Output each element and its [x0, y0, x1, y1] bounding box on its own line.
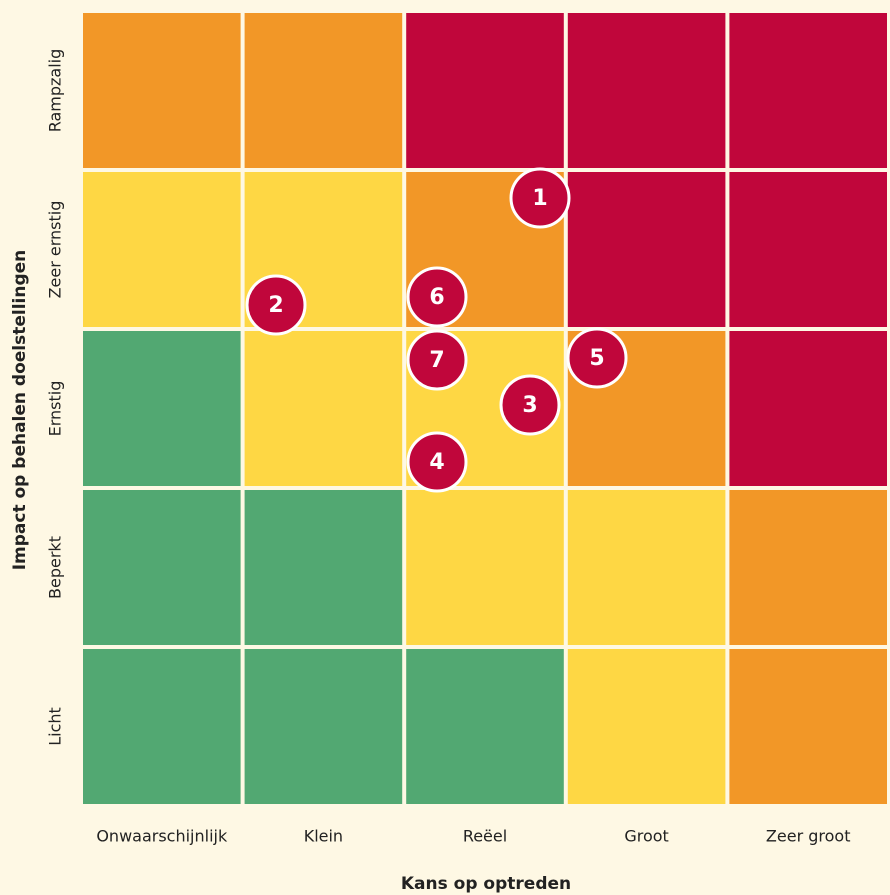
matrix-cell — [729, 13, 887, 168]
risk-marker-label: 6 — [429, 285, 444, 310]
risk-marker — [406, 431, 468, 493]
matrix-cell — [83, 490, 241, 645]
matrix-cell — [244, 13, 403, 168]
matrix-cell — [729, 172, 887, 327]
matrix-cell — [406, 490, 564, 645]
risk-marker-label: 2 — [268, 293, 283, 318]
matrix-cell — [729, 490, 887, 645]
matrix-cell — [244, 331, 403, 486]
risk-marker — [509, 167, 571, 229]
risk-marker-label: 1 — [532, 186, 547, 211]
risk-marker — [406, 329, 468, 391]
matrix-cell — [567, 649, 726, 804]
risk-marker — [245, 274, 307, 336]
risk-marker-label: 5 — [589, 346, 604, 371]
matrix-cell — [567, 172, 726, 327]
risk-marker-label: 7 — [429, 348, 444, 373]
risk-marker — [499, 374, 561, 436]
matrix-cell — [244, 649, 403, 804]
matrix-cell — [729, 649, 887, 804]
y-label: Zeer ernstig — [46, 201, 65, 299]
matrix-cell — [406, 13, 564, 168]
risk-marker — [406, 266, 468, 328]
matrix-cell — [567, 490, 726, 645]
x-axis-title: Kans op optreden — [401, 874, 571, 894]
risk-marker-label: 4 — [429, 450, 444, 475]
matrix-cell — [244, 490, 403, 645]
matrix-cell — [406, 649, 564, 804]
matrix-cell — [567, 13, 726, 168]
x-label: Reëel — [463, 827, 507, 846]
x-label: Onwaarschijnlijk — [96, 827, 228, 846]
matrix-cell — [83, 649, 241, 804]
matrix-cell — [83, 13, 241, 168]
x-label: Zeer groot — [766, 827, 851, 846]
y-label: Licht — [46, 707, 65, 746]
y-label: Beperkt — [46, 536, 65, 599]
y-label: Rampzalig — [46, 49, 65, 133]
matrix-cell — [83, 172, 241, 327]
risk-marker-label: 3 — [522, 393, 537, 418]
x-label: Groot — [624, 827, 668, 846]
matrix-cell — [729, 331, 887, 486]
risk-marker — [566, 327, 628, 389]
y-label: Ernstig — [46, 381, 65, 437]
x-label: Klein — [304, 827, 343, 846]
y-axis-title: Impact op behalen doelstellingen — [10, 250, 30, 571]
matrix-cell — [83, 331, 241, 486]
